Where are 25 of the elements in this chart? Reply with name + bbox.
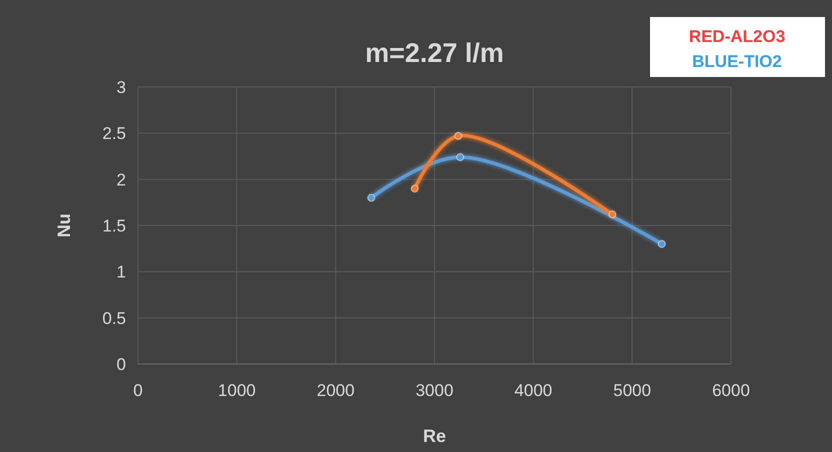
x-tick-label: 1000 [218,381,256,400]
text: BLUE-TIO2 [692,52,782,71]
y-tick-label: 1.5 [102,216,126,236]
x-tick-label: 5000 [613,381,652,400]
y-tick-label: 2.5 [102,124,126,144]
y-tick-label: 1 [116,262,126,282]
x-tick-label: 2000 [316,381,355,400]
x-tick-label: 6000 [712,381,750,400]
y-axis-title: Nu [54,214,74,238]
point [456,153,464,162]
chart-title: m=2.27 l/m [365,38,504,68]
point [454,132,462,140]
x-tick-label: 0 [133,381,143,400]
y-tick-label: 0.5 [102,308,126,328]
x-axis-title: Re [422,426,446,446]
point [608,210,616,218]
point [658,240,666,248]
y-tick-label: 3 [116,78,126,97]
x-tick-label: 3000 [416,381,454,400]
x-tick-label: 4000 [514,381,552,400]
y-tick-label: 2 [116,170,126,190]
point [410,184,419,193]
text: RED-AL2O3 [688,27,786,46]
point [367,194,376,202]
y-tick-label: 0 [116,354,126,374]
